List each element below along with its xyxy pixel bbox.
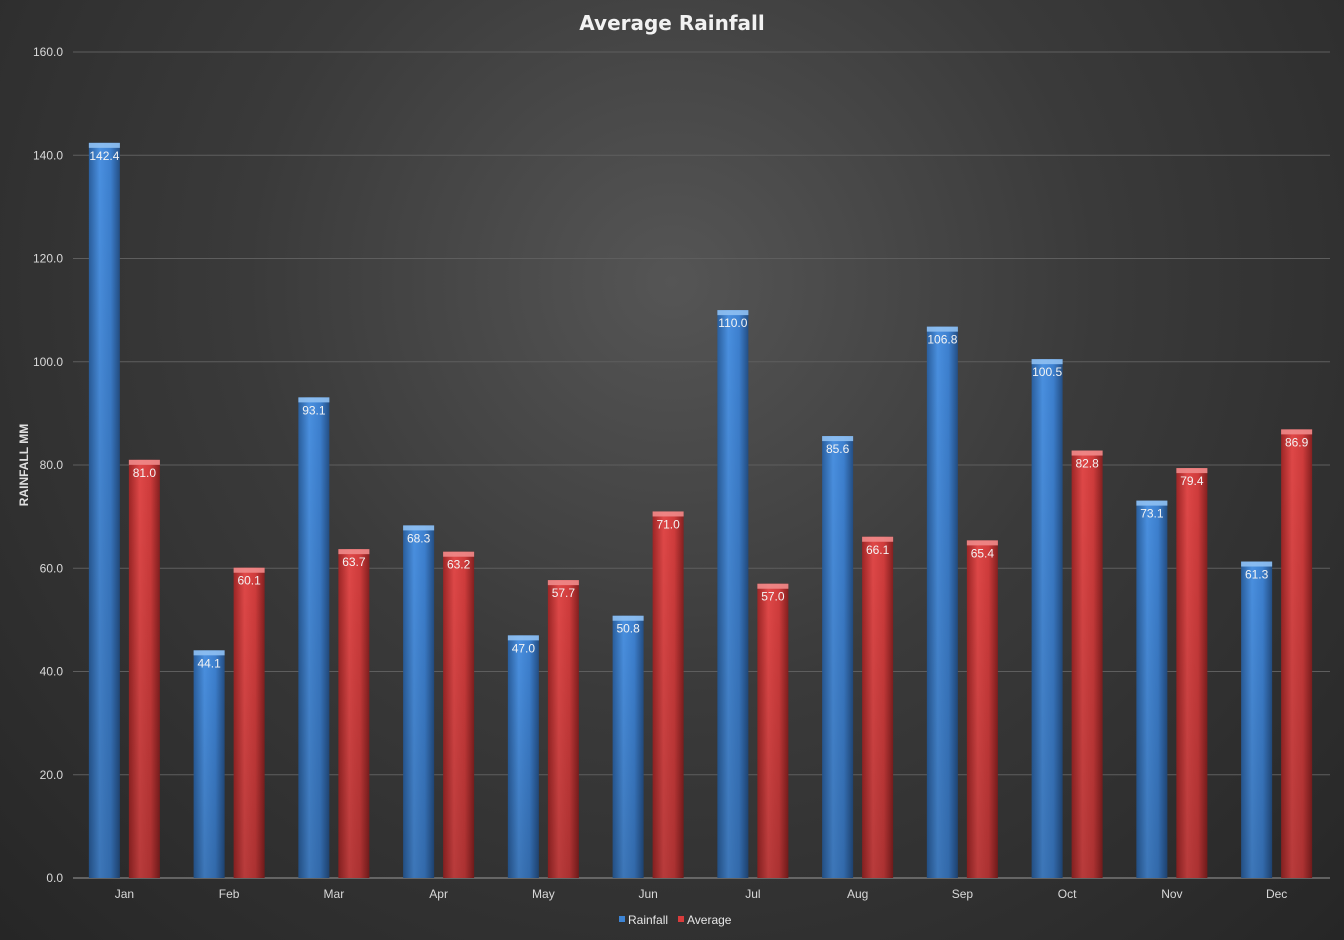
data-label-rainfall-nov: 73.1 bbox=[1140, 507, 1164, 521]
bar-average-apr bbox=[443, 551, 475, 878]
data-label-rainfall-feb: 44.1 bbox=[197, 656, 221, 670]
x-tick-label: Jun bbox=[638, 887, 657, 901]
x-tick-label: Oct bbox=[1058, 887, 1077, 901]
data-label-average-may: 57.7 bbox=[552, 586, 576, 600]
y-axis-title: RAINFALL MM bbox=[17, 424, 31, 506]
data-label-rainfall-dec: 61.3 bbox=[1245, 568, 1269, 582]
y-tick-label: 100.0 bbox=[33, 355, 63, 369]
bars bbox=[88, 142, 1313, 879]
data-labels: 142.4 81.0 44.1 60.1 93.1 63.7 68.3 63.2 47.0 57.… bbox=[89, 149, 1308, 670]
data-label-average-jun: 71.0 bbox=[656, 517, 680, 531]
bar-average-jan bbox=[128, 459, 160, 878]
y-tick-label: 160.0 bbox=[33, 45, 63, 59]
bar-rainfall-jan bbox=[88, 142, 120, 879]
y-tick-label: 0.0 bbox=[46, 871, 63, 885]
bar-average-dec bbox=[1281, 429, 1313, 878]
data-label-rainfall-mar: 93.1 bbox=[302, 403, 326, 417]
x-tick-label: Nov bbox=[1161, 887, 1182, 901]
data-label-rainfall-jul: 110.0 bbox=[718, 316, 747, 330]
data-label-average-sep: 65.4 bbox=[971, 546, 995, 560]
bar-rainfall-feb bbox=[193, 650, 225, 878]
legend-item-rainfall: Rainfall bbox=[619, 913, 668, 927]
bar-rainfall-oct bbox=[1031, 359, 1063, 878]
data-label-average-mar: 63.7 bbox=[342, 555, 366, 569]
y-tick-label: 60.0 bbox=[40, 561, 64, 575]
x-tick-label: Feb bbox=[219, 887, 240, 901]
x-tick-label: Jul bbox=[745, 887, 760, 901]
x-tick-label: May bbox=[532, 887, 555, 901]
bar-average-jul bbox=[757, 583, 789, 878]
bar-rainfall-dec bbox=[1241, 561, 1273, 878]
data-label-average-feb: 60.1 bbox=[237, 574, 261, 588]
data-label-rainfall-oct: 100.5 bbox=[1032, 365, 1062, 379]
y-tick-label: 80.0 bbox=[40, 458, 64, 472]
data-label-average-apr: 63.2 bbox=[447, 558, 471, 572]
data-label-average-jan: 81.0 bbox=[133, 466, 157, 480]
legend: Rainfall Average bbox=[619, 913, 732, 927]
legend-swatch bbox=[619, 916, 625, 922]
legend-swatch bbox=[678, 916, 684, 922]
data-label-rainfall-apr: 68.3 bbox=[407, 531, 431, 545]
data-label-average-nov: 79.4 bbox=[1180, 474, 1204, 488]
bar-rainfall-may bbox=[507, 635, 539, 878]
bar-average-mar bbox=[338, 549, 370, 878]
y-tick-label: 40.0 bbox=[40, 665, 64, 679]
y-tick-label: 20.0 bbox=[40, 768, 64, 782]
x-tick-label: Mar bbox=[324, 887, 345, 901]
x-axis-ticks: Jan Feb Mar Apr May Jun Jul Aug Sep Oct Nov Dec bbox=[115, 887, 1288, 901]
bar-average-nov bbox=[1176, 468, 1208, 878]
chart-title: Average Rainfall bbox=[579, 11, 764, 35]
data-label-average-aug: 66.1 bbox=[866, 543, 890, 557]
bar-rainfall-nov bbox=[1136, 500, 1168, 878]
data-label-average-oct: 82.8 bbox=[1075, 457, 1099, 471]
data-label-rainfall-may: 47.0 bbox=[512, 641, 536, 655]
legend-label: Rainfall bbox=[628, 913, 668, 927]
bar-rainfall-aug bbox=[822, 436, 854, 878]
bar-rainfall-sep bbox=[926, 326, 958, 878]
bar-average-oct bbox=[1071, 450, 1103, 878]
x-tick-label: Aug bbox=[847, 887, 868, 901]
data-label-rainfall-aug: 85.6 bbox=[826, 442, 850, 456]
y-axis-ticks: 0.0 20.0 40.0 60.0 80.0 100.0 120.0 140.0 160.0 bbox=[33, 45, 63, 885]
x-tick-label: Jan bbox=[115, 887, 134, 901]
data-label-rainfall-jan: 142.4 bbox=[89, 149, 119, 163]
gridlines bbox=[73, 51, 1330, 879]
legend-label: Average bbox=[687, 913, 732, 927]
bar-rainfall-jul bbox=[717, 310, 749, 878]
bar-average-feb bbox=[233, 567, 265, 878]
data-label-average-dec: 86.9 bbox=[1285, 435, 1309, 449]
bar-average-jun bbox=[652, 511, 684, 878]
data-label-rainfall-jun: 50.8 bbox=[616, 622, 640, 636]
bar-rainfall-mar bbox=[298, 397, 330, 878]
x-tick-label: Sep bbox=[952, 887, 974, 901]
bar-rainfall-jun bbox=[612, 615, 644, 878]
x-tick-label: Apr bbox=[429, 887, 448, 901]
data-label-rainfall-sep: 106.8 bbox=[927, 333, 957, 347]
data-label-average-jul: 57.0 bbox=[761, 590, 785, 604]
bar-average-aug bbox=[862, 536, 894, 878]
legend-item-average: Average bbox=[678, 913, 732, 927]
bar-average-may bbox=[547, 580, 579, 878]
bar-average-sep bbox=[966, 540, 998, 878]
y-tick-label: 140.0 bbox=[33, 148, 63, 162]
y-tick-label: 120.0 bbox=[33, 252, 63, 266]
x-tick-label: Dec bbox=[1266, 887, 1287, 901]
bar-rainfall-apr bbox=[403, 525, 435, 878]
